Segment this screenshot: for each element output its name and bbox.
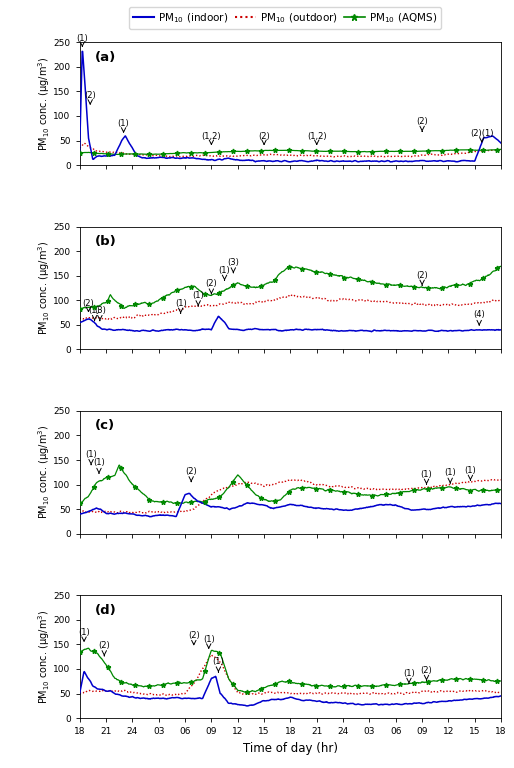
Text: (1): (1)	[403, 669, 415, 684]
Y-axis label: PM$_{10}$ conc. (μg/m$^3$): PM$_{10}$ conc. (μg/m$^3$)	[36, 241, 52, 335]
Text: (2)(1): (2)(1)	[470, 129, 493, 142]
Y-axis label: PM$_{10}$ conc. (μg/m$^3$): PM$_{10}$ conc. (μg/m$^3$)	[36, 425, 52, 519]
Text: (1): (1)	[89, 306, 100, 320]
Text: (1): (1)	[93, 458, 105, 473]
Text: (d): (d)	[95, 604, 116, 617]
Text: (1): (1)	[218, 266, 230, 280]
Text: (1): (1)	[78, 628, 90, 641]
Text: (2): (2)	[416, 117, 428, 131]
Text: (2): (2)	[186, 467, 197, 482]
Text: (3): (3)	[94, 306, 106, 320]
Text: (1): (1)	[465, 465, 476, 480]
Text: (3): (3)	[227, 258, 240, 273]
Y-axis label: PM$_{10}$ conc. (μg/m$^3$): PM$_{10}$ conc. (μg/m$^3$)	[36, 610, 52, 703]
Text: (2): (2)	[416, 270, 428, 285]
Text: (2): (2)	[83, 299, 95, 312]
Y-axis label: PM$_{10}$ conc. (μg/m$^3$): PM$_{10}$ conc. (μg/m$^3$)	[36, 57, 52, 151]
Text: (2): (2)	[258, 131, 270, 144]
Text: (1): (1)	[77, 35, 88, 46]
Text: (c): (c)	[95, 419, 115, 432]
Text: (1): (1)	[118, 119, 130, 132]
Text: (1): (1)	[175, 299, 187, 313]
Text: (1): (1)	[444, 468, 456, 483]
Text: (4): (4)	[473, 310, 485, 325]
Legend: PM$_{10}$ (indoor), PM$_{10}$ (outdoor), PM$_{10}$ (AQMS): PM$_{10}$ (indoor), PM$_{10}$ (outdoor),…	[129, 7, 442, 28]
Text: (2): (2)	[84, 91, 96, 104]
X-axis label: Time of day (hr): Time of day (hr)	[243, 742, 338, 755]
Text: (a): (a)	[95, 51, 116, 64]
Text: (2): (2)	[98, 641, 110, 656]
Text: (1): (1)	[212, 657, 224, 672]
Text: (1): (1)	[203, 635, 215, 648]
Text: (1): (1)	[192, 291, 204, 306]
Text: (b): (b)	[95, 235, 116, 248]
Text: (2): (2)	[188, 631, 200, 645]
Text: (1,2): (1,2)	[201, 131, 221, 144]
Text: (2): (2)	[420, 666, 432, 680]
Text: (1): (1)	[85, 450, 97, 465]
Text: (1,2): (1,2)	[307, 131, 326, 144]
Text: (1): (1)	[420, 470, 432, 485]
Text: (2): (2)	[206, 279, 217, 293]
